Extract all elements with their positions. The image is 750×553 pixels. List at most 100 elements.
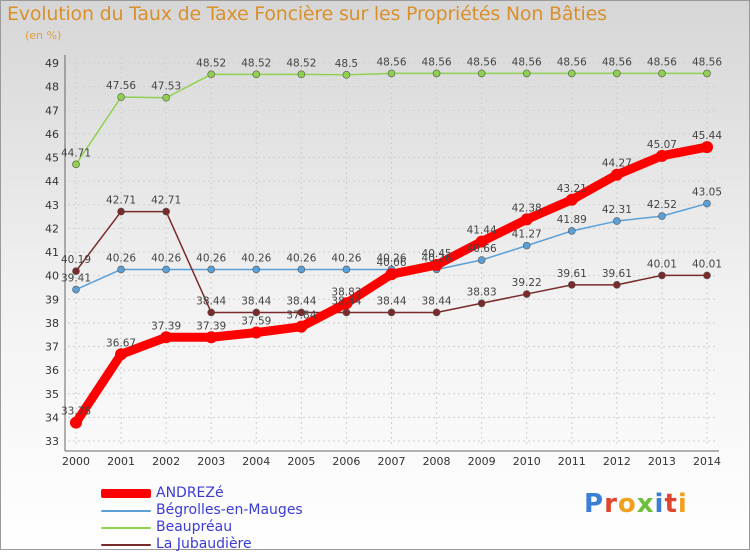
data-point-beaupreau xyxy=(658,69,666,78)
data-point-beaupreau xyxy=(703,69,711,78)
y-tick-label: 39 xyxy=(45,293,59,306)
data-label-andreze: 37.84 xyxy=(286,310,316,322)
x-tick-label: 2000 xyxy=(62,455,90,468)
data-point-andreze xyxy=(160,331,173,344)
data-label-jubaudiere: 42.71 xyxy=(106,195,136,207)
data-label-beaupreau: 48.56 xyxy=(512,56,542,68)
y-tick-label: 42 xyxy=(45,222,59,235)
data-point-andreze xyxy=(295,320,308,333)
x-tick-label: 2001 xyxy=(107,455,135,468)
data-point-beaupreau xyxy=(72,160,80,169)
legend-label-beaupreau: Beaupréau xyxy=(156,519,233,535)
data-label-begrolles: 40.26 xyxy=(331,252,361,264)
data-label-begrolles: 40.26 xyxy=(241,252,271,264)
data-point-andreze xyxy=(520,213,533,226)
data-point-beaupreau xyxy=(117,93,125,101)
data-point-jubaudiere xyxy=(613,281,621,289)
data-label-begrolles: 42.31 xyxy=(602,204,632,216)
data-point-andreze xyxy=(701,141,713,154)
legend-swatch-jubaudiere xyxy=(101,544,151,546)
data-point-begrolles xyxy=(703,199,711,208)
data-point-jubaudiere xyxy=(207,308,216,317)
y-tick-label: 48 xyxy=(45,81,59,94)
unit-label: (en %) xyxy=(25,29,62,42)
x-tick-label: 2008 xyxy=(423,455,451,468)
data-point-andreze xyxy=(565,193,578,206)
logo-letter: x xyxy=(636,489,655,519)
data-label-begrolles: 40.26 xyxy=(106,252,136,264)
legend-swatch-andreze xyxy=(101,489,151,498)
y-tick-label: 44 xyxy=(45,175,59,188)
proxiti-logo: Proxiti xyxy=(584,489,688,519)
logo-letter: P xyxy=(584,489,605,519)
legend-swatch-beaupreau xyxy=(101,527,151,529)
data-point-jubaudiere xyxy=(72,267,80,275)
data-point-andreze xyxy=(610,168,623,181)
data-label-jubaudiere: 38.44 xyxy=(241,295,271,307)
data-point-beaupreau xyxy=(252,70,261,79)
data-point-jubaudiere xyxy=(703,271,711,280)
data-point-beaupreau xyxy=(297,70,306,79)
data-point-beaupreau xyxy=(387,69,396,78)
data-label-begrolles: 39.41 xyxy=(61,273,91,285)
data-label-begrolles: 40.26 xyxy=(376,252,406,264)
data-label-beaupreau: 48.56 xyxy=(602,56,632,68)
data-point-begrolles xyxy=(117,265,125,274)
data-point-beaupreau xyxy=(207,70,216,79)
data-point-jubaudiere xyxy=(522,290,531,298)
y-tick-label: 43 xyxy=(45,199,59,212)
data-label-beaupreau: 44.71 xyxy=(61,147,91,159)
data-point-andreze xyxy=(250,326,263,339)
y-tick-label: 49 xyxy=(45,57,59,70)
data-point-jubaudiere xyxy=(117,207,125,216)
data-point-andreze xyxy=(340,297,353,310)
data-point-jubaudiere xyxy=(252,308,261,317)
y-tick-label: 37 xyxy=(45,341,59,354)
data-label-jubaudiere: 40.01 xyxy=(647,258,677,270)
data-point-andreze xyxy=(115,348,128,361)
data-label-jubaudiere: 39.61 xyxy=(557,268,587,280)
data-label-jubaudiere: 38.44 xyxy=(376,295,406,307)
data-label-beaupreau: 48.56 xyxy=(376,56,406,68)
y-tick-label: 41 xyxy=(45,246,59,259)
data-label-begrolles: 40.26 xyxy=(151,252,181,264)
data-label-jubaudiere: 38.44 xyxy=(196,295,226,307)
data-label-andreze: 37.39 xyxy=(151,320,181,332)
logo-letter: o xyxy=(617,489,637,519)
x-tick-label: 2012 xyxy=(603,455,631,468)
data-label-beaupreau: 47.56 xyxy=(106,80,136,92)
data-label-jubaudiere: 38.83 xyxy=(467,286,497,298)
data-label-beaupreau: 48.56 xyxy=(467,56,497,68)
data-label-beaupreau: 48.56 xyxy=(557,56,587,68)
data-point-jubaudiere xyxy=(432,308,441,317)
data-label-beaupreau: 48.56 xyxy=(647,56,677,68)
data-point-jubaudiere xyxy=(297,308,306,317)
data-label-jubaudiere: 42.71 xyxy=(151,195,181,207)
x-tick-label: 2004 xyxy=(242,455,270,468)
x-tick-label: 2014 xyxy=(693,455,721,468)
x-tick-label: 2003 xyxy=(197,455,225,468)
x-tick-label: 2011 xyxy=(558,455,586,468)
data-label-begrolles: 42.52 xyxy=(647,199,677,211)
data-point-begrolles xyxy=(658,212,666,220)
data-label-jubaudiere: 38.44 xyxy=(286,295,316,307)
data-label-andreze: 38.83 xyxy=(331,286,361,298)
y-tick-label: 34 xyxy=(45,411,59,424)
data-point-andreze xyxy=(385,268,398,281)
data-label-jubaudiere: 39.61 xyxy=(602,268,632,280)
data-point-begrolles xyxy=(207,265,216,274)
logo-letter: r xyxy=(604,489,618,519)
y-tick-label: 45 xyxy=(45,152,59,165)
data-label-jubaudiere: 39.22 xyxy=(512,277,542,289)
x-tick-label: 2010 xyxy=(513,455,541,468)
x-tick-label: 2006 xyxy=(332,455,360,468)
data-label-jubaudiere: 40.01 xyxy=(692,258,722,270)
data-point-beaupreau xyxy=(342,71,351,79)
y-tick-label: 46 xyxy=(45,128,59,141)
data-point-beaupreau xyxy=(522,69,531,78)
data-label-andreze: 36.67 xyxy=(106,337,136,349)
y-tick-label: 36 xyxy=(45,364,59,377)
data-label-begrolles: 40.66 xyxy=(467,243,497,255)
chart-title: Evolution du Taux de Taxe Foncière sur l… xyxy=(7,3,607,25)
